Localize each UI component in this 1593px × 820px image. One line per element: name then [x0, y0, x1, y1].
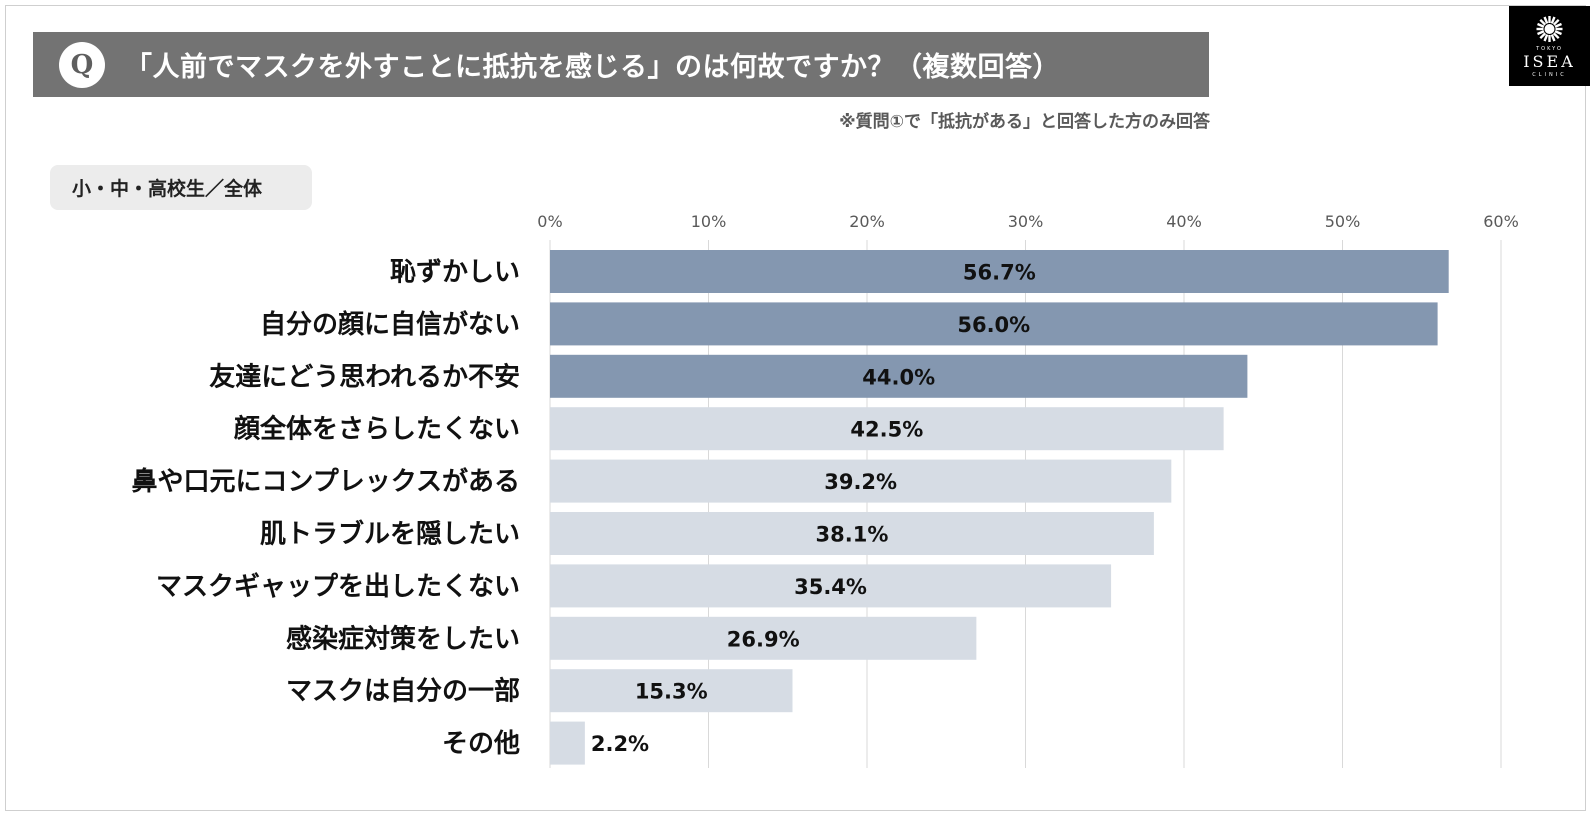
logo-clinic-text: CLINIC	[1532, 72, 1567, 78]
category-label: 鼻や口元にコンプレックスがある	[132, 466, 520, 497]
value-label: 35.4%	[794, 575, 867, 599]
x-axis-ticks: 0% 10% 20% 30% 40% 50% 60%	[537, 212, 1518, 231]
question-title: 「人前でマスクを外すことに抵抗を感じる」のは何故ですか？（複数回答）	[125, 52, 1060, 83]
bars	[550, 250, 1449, 765]
category-label: その他	[442, 729, 520, 759]
value-label: 56.0%	[957, 313, 1030, 337]
bar	[550, 354, 1248, 398]
value-labels: 56.7% 56.0% 44.0% 42.5% 39.2% 38.1% 35.4% 26.9%…	[591, 261, 1036, 757]
bar	[550, 721, 585, 765]
category-label: 自分の顔に自信がない	[260, 309, 520, 340]
sun-emblem-icon	[1536, 16, 1563, 42]
respondent-note: ※質問①で「抵抗がある」と回答した方のみ回答	[839, 112, 1210, 132]
value-label: 44.0%	[862, 365, 935, 389]
value-label: 39.2%	[824, 470, 897, 494]
bar	[550, 669, 793, 713]
segment-tag: 小・中・高校生／全体	[50, 165, 312, 210]
value-label: 56.7%	[963, 261, 1036, 285]
category-label: 感染症対策をしたい	[286, 623, 520, 654]
category-label: 恥ずかしい	[390, 258, 520, 288]
bar	[550, 564, 1112, 608]
value-label: 15.3%	[635, 680, 708, 704]
bar	[550, 407, 1224, 451]
category-labels: 恥ずかしい自分の顔に自信がない友達にどう思われるか不安顔全体をさらしたくない鼻や…	[132, 258, 520, 760]
value-label: 42.5%	[850, 418, 923, 442]
x-tick-label: 0%	[537, 212, 562, 231]
x-tick-label: 30%	[1008, 212, 1044, 231]
category-label: 友達にどう思われるか不安	[209, 362, 520, 392]
category-label: 顔全体をさらしたくない	[234, 414, 520, 445]
value-label: 2.2%	[591, 732, 649, 756]
value-label: 26.9%	[727, 627, 800, 651]
bar	[550, 512, 1154, 555]
bar	[550, 616, 977, 660]
category-label: マスクは自分の一部	[286, 676, 520, 707]
x-tick-label: 40%	[1166, 212, 1202, 231]
logo-tokyo-text: TOKYO	[1536, 46, 1563, 52]
x-tick-label: 50%	[1325, 212, 1361, 231]
chart-frame	[5, 5, 1586, 811]
x-tick-label: 60%	[1483, 212, 1519, 231]
question-title-bar: Q 「人前でマスクを外すことに抵抗を感じる」のは何故ですか？（複数回答）	[33, 32, 1209, 97]
bar	[550, 459, 1172, 503]
category-label: マスクギャップを出したくない	[156, 572, 520, 602]
x-tick-label: 10%	[691, 212, 727, 231]
logo-name-text: ISEA	[1523, 52, 1576, 71]
bar	[550, 302, 1438, 346]
question-badge: Q	[59, 41, 105, 88]
category-label: 肌トラブルを隠したい	[260, 519, 520, 550]
value-label: 38.1%	[816, 523, 889, 547]
bar	[550, 250, 1449, 293]
clinic-logo: TOKYO ISEA CLINIC	[1509, 6, 1590, 86]
x-tick-label: 20%	[849, 212, 885, 231]
